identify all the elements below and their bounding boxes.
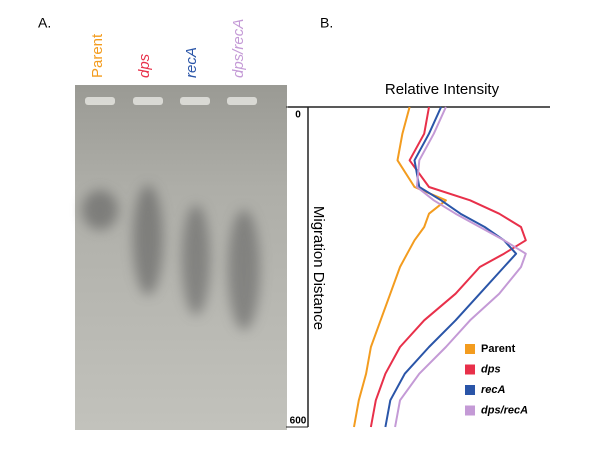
panel-label: B. bbox=[320, 15, 333, 31]
y-tick-label: 600 bbox=[290, 416, 307, 427]
lane-label: recA bbox=[183, 47, 200, 78]
legend-label: Parent bbox=[481, 343, 516, 355]
y-tick-label: 0 bbox=[295, 110, 301, 121]
legend-swatch bbox=[465, 405, 475, 416]
legend-label: recA bbox=[481, 384, 506, 396]
lane-label: dps/recA bbox=[230, 19, 247, 78]
legend-label: dps bbox=[481, 363, 501, 375]
series-line bbox=[394, 106, 527, 428]
chart-title: Relative Intensity bbox=[385, 81, 500, 98]
gel-image bbox=[75, 85, 287, 430]
legend-swatch bbox=[465, 385, 475, 395]
legend-swatch bbox=[465, 364, 475, 375]
lane-label: dps bbox=[136, 53, 153, 78]
axis-label: Migration Distance bbox=[310, 206, 327, 330]
series-line bbox=[384, 106, 518, 428]
series-line bbox=[369, 106, 527, 428]
lane-label: Parent bbox=[89, 33, 106, 78]
series-line bbox=[353, 106, 447, 428]
panel-label: A. bbox=[38, 15, 51, 31]
legend-swatch bbox=[465, 344, 475, 354]
legend-label: dps/recA bbox=[481, 404, 528, 416]
